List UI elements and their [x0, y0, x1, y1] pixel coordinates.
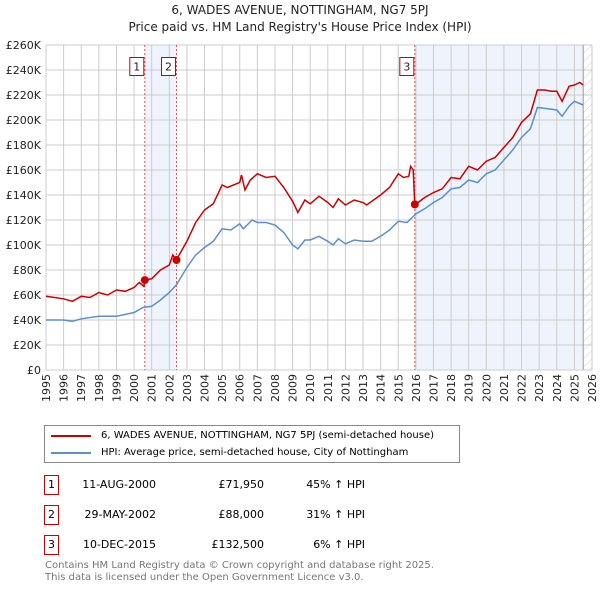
x-tick-label: 2013: [357, 374, 370, 402]
sale-hpi-diff: 6% ↑ HPI: [313, 538, 365, 551]
x-tick-label: 2023: [533, 374, 546, 402]
x-tick-label: 2015: [392, 374, 405, 402]
sale-hpi-diff: 31% ↑ HPI: [306, 508, 365, 521]
x-tick-label: 2021: [498, 374, 511, 402]
shaded-range: [414, 45, 584, 370]
x-tick-label: 2024: [551, 374, 564, 402]
x-tick-label: 2018: [445, 374, 458, 402]
x-tick-label: 1996: [58, 374, 71, 402]
x-tick-label: 2026: [586, 374, 599, 402]
y-tick-label: £160K: [6, 164, 42, 177]
y-tick-label: £220K: [6, 89, 42, 102]
sale-annotation-box: [161, 57, 177, 76]
legend-label: HPI: Average price, semi-detached house,…: [101, 447, 409, 458]
x-tick-label: 1995: [40, 374, 53, 402]
sale-annotation-label: 1: [133, 61, 140, 74]
x-tick-label: 2009: [287, 374, 300, 402]
x-tick-label: 2002: [163, 374, 176, 402]
x-tick-label: 2005: [216, 374, 229, 402]
y-tick-label: £0: [27, 364, 41, 377]
sale-point: [172, 256, 181, 264]
sale-point: [410, 200, 419, 209]
x-tick-label: 1999: [110, 374, 123, 402]
x-tick-label: 2003: [181, 374, 194, 402]
sale-annotation-label: 2: [165, 61, 172, 74]
y-tick-label: £100K: [6, 239, 42, 252]
y-tick-label: £40K: [13, 314, 42, 327]
footer-licence: This data is licensed under the Open Gov…: [45, 572, 364, 583]
future-hatch: [583, 45, 592, 370]
y-tick-label: £200K: [6, 114, 42, 127]
x-tick-label: 2001: [146, 374, 159, 402]
sale-annotation-box: [129, 57, 145, 76]
chart-title: 6, WADES AVENUE, NOTTINGHAM, NG7 5PJ: [171, 3, 429, 17]
y-tick-label: £80K: [13, 264, 42, 277]
footer-copyright: Contains HM Land Registry data © Crown c…: [45, 560, 434, 571]
x-tick-label: 2004: [199, 374, 212, 402]
sale-annotation-box: [399, 57, 415, 76]
shaded-range: [144, 45, 177, 370]
legend-item-hpi: HPI: Average price, semi-detached house,…: [45, 445, 408, 461]
x-tick-label: 2016: [410, 374, 423, 402]
x-tick-label: 2012: [339, 374, 352, 402]
x-tick-label: 2007: [251, 374, 264, 402]
sale-number: 1: [44, 475, 59, 495]
y-tick-label: £140K: [6, 189, 42, 202]
legend-swatch-blue: [51, 452, 91, 454]
x-tick-label: 2017: [427, 374, 440, 402]
x-tick-label: 2006: [234, 374, 247, 402]
x-tick-label: 2014: [375, 374, 388, 402]
plot-area: 1995 1996 1997 1998 1999 2000 2001 2002 2003 2004…: [6, 39, 599, 402]
y-tick-label: £240K: [6, 64, 42, 77]
sale-price: £132,500: [211, 538, 265, 551]
sale-date: 29-MAY-2002: [84, 508, 156, 521]
y-tick-label: £120K: [6, 214, 42, 227]
x-tick-label: 1997: [75, 374, 88, 402]
sale-date: 10-DEC-2015: [82, 538, 156, 551]
x-tick-label: 2011: [322, 374, 335, 402]
x-tick-label: 1998: [93, 374, 106, 402]
sale-date: 11-AUG-2000: [82, 478, 156, 491]
legend-label: 6, WADES AVENUE, NOTTINGHAM, NG7 5PJ (se…: [101, 430, 435, 441]
y-tick-label: £260K: [6, 39, 42, 52]
y-tick-label: £60K: [13, 289, 42, 302]
sale-price: £71,950: [218, 478, 265, 491]
x-tick-label: 2022: [516, 374, 529, 402]
x-tick-label: 2008: [269, 374, 282, 402]
legend-item-property: 6, WADES AVENUE, NOTTINGHAM, NG7 5PJ (se…: [45, 428, 434, 444]
x-tick-label: 2000: [128, 374, 141, 402]
x-tick-label: 2025: [568, 374, 581, 402]
legend: 6, WADES AVENUE, NOTTINGHAM, NG7 5PJ (se…: [44, 425, 460, 463]
y-tick-label: £20K: [13, 339, 42, 352]
x-tick-label: 2020: [480, 374, 493, 402]
sale-annotation-label: 3: [403, 61, 410, 74]
sale-point: [140, 276, 149, 285]
sale-number: 2: [44, 505, 59, 525]
chart-subtitle: Price paid vs. HM Land Registry's House …: [128, 20, 472, 34]
sale-hpi-diff: 45% ↑ HPI: [306, 478, 365, 491]
legend-swatch-red: [51, 435, 91, 437]
x-tick-label: 2010: [304, 374, 317, 402]
sale-price: £88,000: [218, 508, 265, 521]
series-line: [46, 100, 584, 323]
x-tick-label: 2019: [463, 374, 476, 402]
sale-number: 3: [44, 535, 59, 555]
y-tick-label: £180K: [6, 139, 42, 152]
